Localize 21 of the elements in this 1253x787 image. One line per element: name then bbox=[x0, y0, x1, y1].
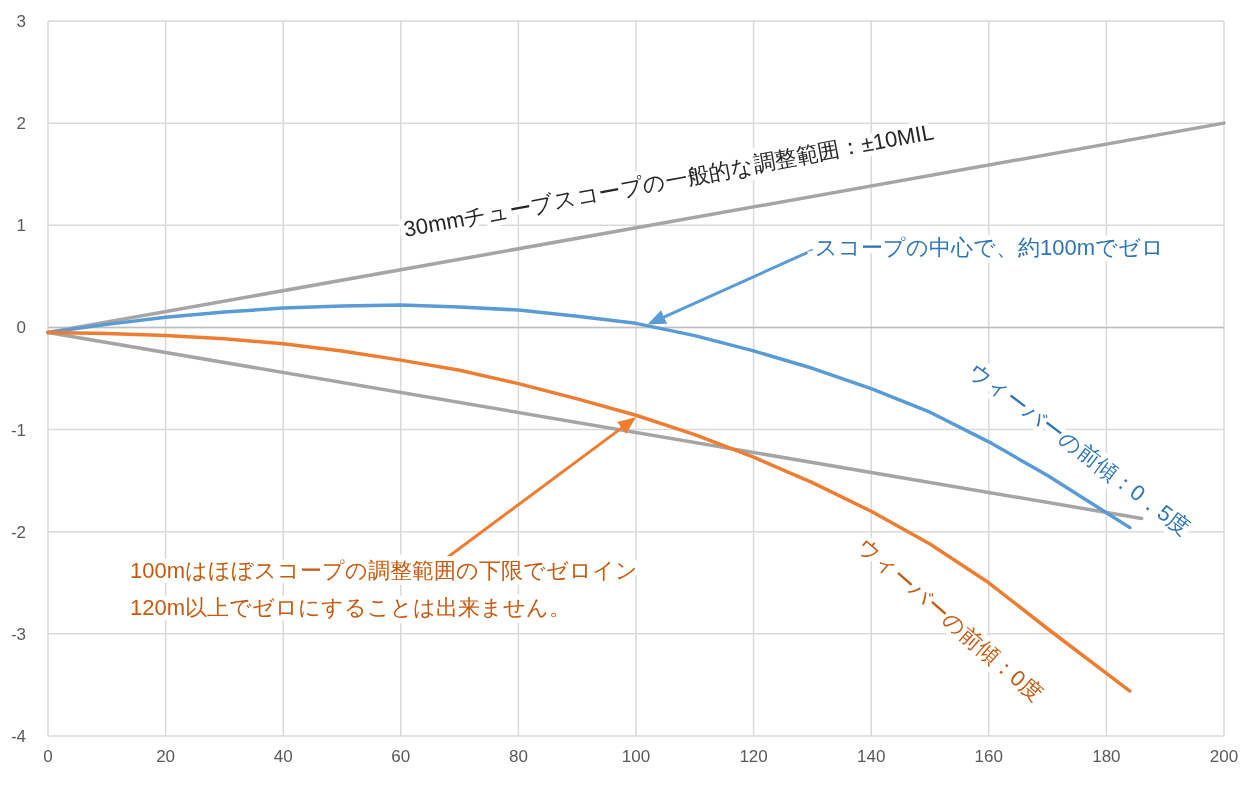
x-tick-label: 20 bbox=[156, 747, 176, 766]
y-tick-label: 1 bbox=[16, 216, 26, 236]
x-tick-label: 80 bbox=[508, 747, 528, 766]
x-tick-label: 60 bbox=[391, 747, 411, 766]
x-tick-label: 40 bbox=[273, 747, 293, 766]
x-tick-label: 100 bbox=[621, 747, 651, 766]
y-tick-label: -1 bbox=[10, 420, 26, 440]
y-tick-label: 2 bbox=[16, 114, 26, 134]
annotation: スコープの中心で、約100mでゼロ bbox=[815, 235, 1165, 260]
x-tick-label: 0 bbox=[43, 747, 53, 766]
x-tick-label: 180 bbox=[1092, 747, 1121, 766]
x-tick-label: 200 bbox=[1209, 747, 1239, 766]
annotation: 100mはほぼスコープの調整範囲の下限でゼロイン 120m以上でゼロにすることは出来ません。 bbox=[130, 558, 639, 620]
y-tick-label: 0 bbox=[16, 318, 26, 338]
y-tick-label: -2 bbox=[10, 522, 26, 542]
y-tick-label: -4 bbox=[10, 727, 26, 746]
x-tick-label: 160 bbox=[974, 747, 1003, 766]
y-tick-label: -3 bbox=[10, 624, 26, 644]
y-tick-label: 3 bbox=[16, 12, 26, 31]
x-tick-label: 120 bbox=[739, 747, 768, 766]
x-tick-label: 140 bbox=[857, 747, 886, 766]
